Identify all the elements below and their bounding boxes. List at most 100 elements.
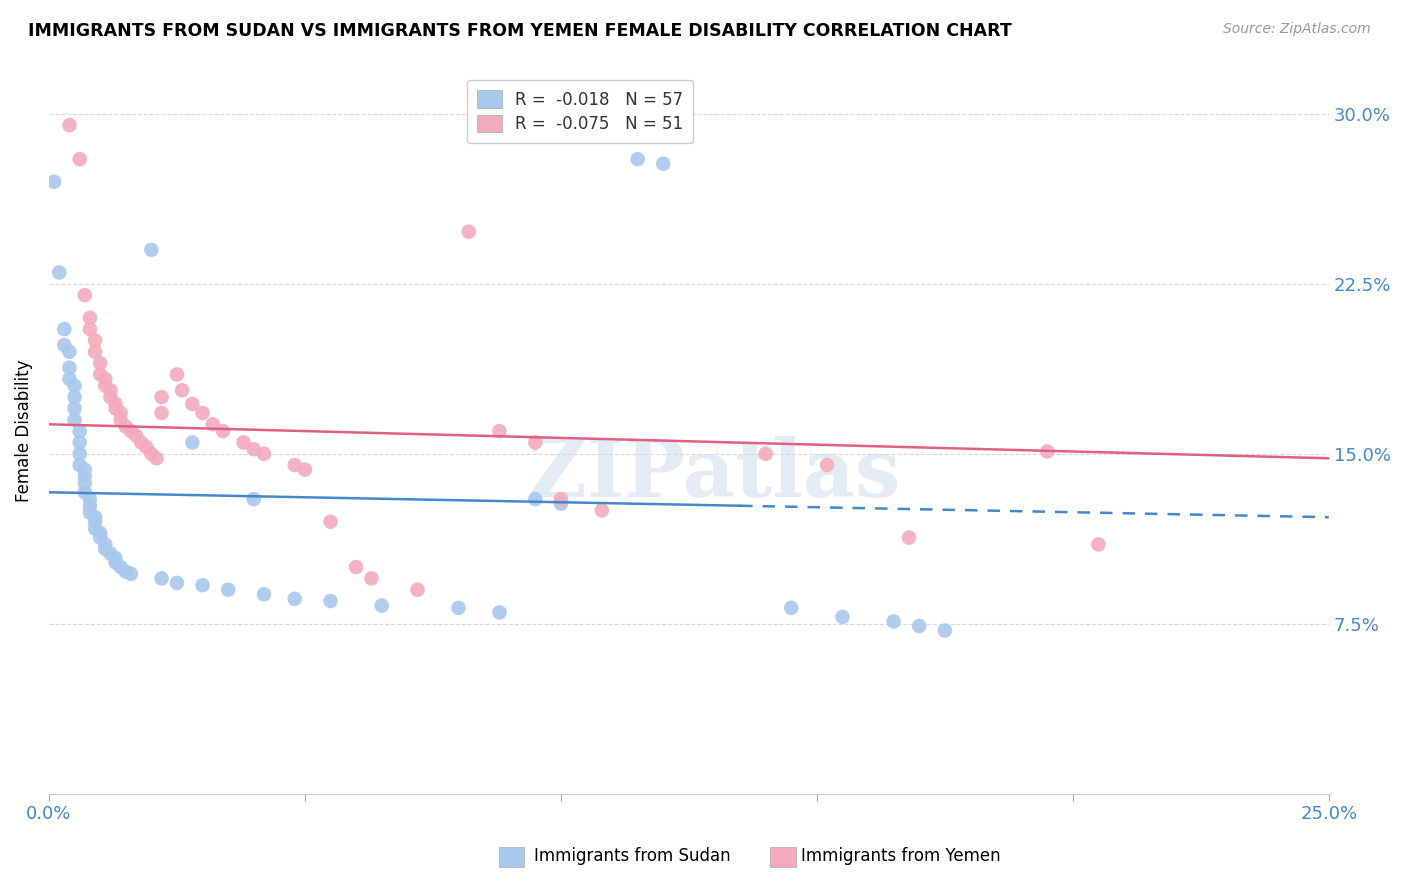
Point	[370, 599, 392, 613]
Point	[145, 451, 167, 466]
Point	[550, 497, 572, 511]
Point	[284, 591, 307, 606]
Point	[94, 378, 117, 392]
Point	[908, 619, 931, 633]
Point	[120, 566, 142, 581]
Point	[550, 492, 572, 507]
Point	[73, 288, 96, 302]
Point	[319, 594, 342, 608]
Point	[294, 462, 316, 476]
Point	[79, 506, 101, 520]
Point	[755, 447, 778, 461]
Legend: R =  -0.018   N = 57, R =  -0.075   N = 51: R = -0.018 N = 57, R = -0.075 N = 51	[467, 80, 693, 144]
Point	[242, 442, 264, 457]
Point	[217, 582, 239, 597]
Point	[89, 531, 111, 545]
Text: Immigrants from Sudan: Immigrants from Sudan	[534, 847, 731, 865]
Point	[831, 610, 853, 624]
Point	[129, 435, 152, 450]
Point	[104, 397, 127, 411]
Point	[73, 476, 96, 491]
Point	[89, 526, 111, 541]
Point	[104, 551, 127, 566]
Point	[934, 624, 956, 638]
Point	[406, 582, 429, 597]
Point	[141, 447, 163, 461]
Point	[100, 390, 122, 404]
Point	[73, 469, 96, 483]
Point	[79, 310, 101, 325]
Point	[232, 435, 254, 450]
Point	[488, 424, 510, 438]
Point	[815, 458, 838, 472]
Point	[58, 372, 80, 386]
Point	[48, 265, 70, 279]
Point	[104, 401, 127, 416]
Point	[253, 587, 276, 601]
Point	[1036, 444, 1059, 458]
Point	[100, 546, 122, 560]
Point	[120, 424, 142, 438]
Point	[79, 322, 101, 336]
Point	[191, 406, 214, 420]
Point	[110, 413, 132, 427]
Point	[524, 492, 547, 507]
Point	[94, 372, 117, 386]
Point	[181, 397, 204, 411]
Point	[166, 576, 188, 591]
Point	[79, 492, 101, 507]
Point	[114, 419, 136, 434]
Point	[63, 401, 86, 416]
Point	[63, 378, 86, 392]
Point	[89, 356, 111, 370]
Text: ZIPatlas: ZIPatlas	[529, 435, 901, 514]
Point	[58, 344, 80, 359]
Point	[135, 440, 157, 454]
Point	[114, 565, 136, 579]
Text: Source: ZipAtlas.com: Source: ZipAtlas.com	[1223, 22, 1371, 37]
Point	[883, 615, 905, 629]
Point	[319, 515, 342, 529]
Text: Immigrants from Yemen: Immigrants from Yemen	[801, 847, 1001, 865]
Point	[42, 175, 65, 189]
Point	[58, 118, 80, 132]
Point	[141, 243, 163, 257]
Point	[898, 531, 921, 545]
Point	[104, 556, 127, 570]
Point	[170, 384, 193, 398]
Point	[73, 485, 96, 500]
Point	[110, 560, 132, 574]
Point	[150, 571, 173, 585]
Point	[84, 510, 107, 524]
Point	[166, 368, 188, 382]
Point	[191, 578, 214, 592]
Point	[69, 447, 91, 461]
Point	[242, 492, 264, 507]
Point	[150, 390, 173, 404]
Point	[94, 537, 117, 551]
Text: IMMIGRANTS FROM SUDAN VS IMMIGRANTS FROM YEMEN FEMALE DISABILITY CORRELATION CHA: IMMIGRANTS FROM SUDAN VS IMMIGRANTS FROM…	[28, 22, 1012, 40]
Point	[53, 322, 76, 336]
Point	[84, 522, 107, 536]
Y-axis label: Female Disability: Female Disability	[15, 359, 32, 502]
Point	[63, 390, 86, 404]
Point	[284, 458, 307, 472]
Point	[181, 435, 204, 450]
Point	[488, 606, 510, 620]
Point	[344, 560, 367, 574]
Point	[69, 424, 91, 438]
Point	[360, 571, 382, 585]
Point	[84, 515, 107, 529]
Point	[652, 157, 675, 171]
Point	[89, 368, 111, 382]
Point	[591, 503, 613, 517]
Point	[73, 462, 96, 476]
Point	[110, 406, 132, 420]
Point	[69, 458, 91, 472]
Point	[69, 435, 91, 450]
Point	[84, 334, 107, 348]
Point	[1087, 537, 1109, 551]
Point	[58, 360, 80, 375]
Point	[447, 600, 470, 615]
Point	[79, 499, 101, 513]
